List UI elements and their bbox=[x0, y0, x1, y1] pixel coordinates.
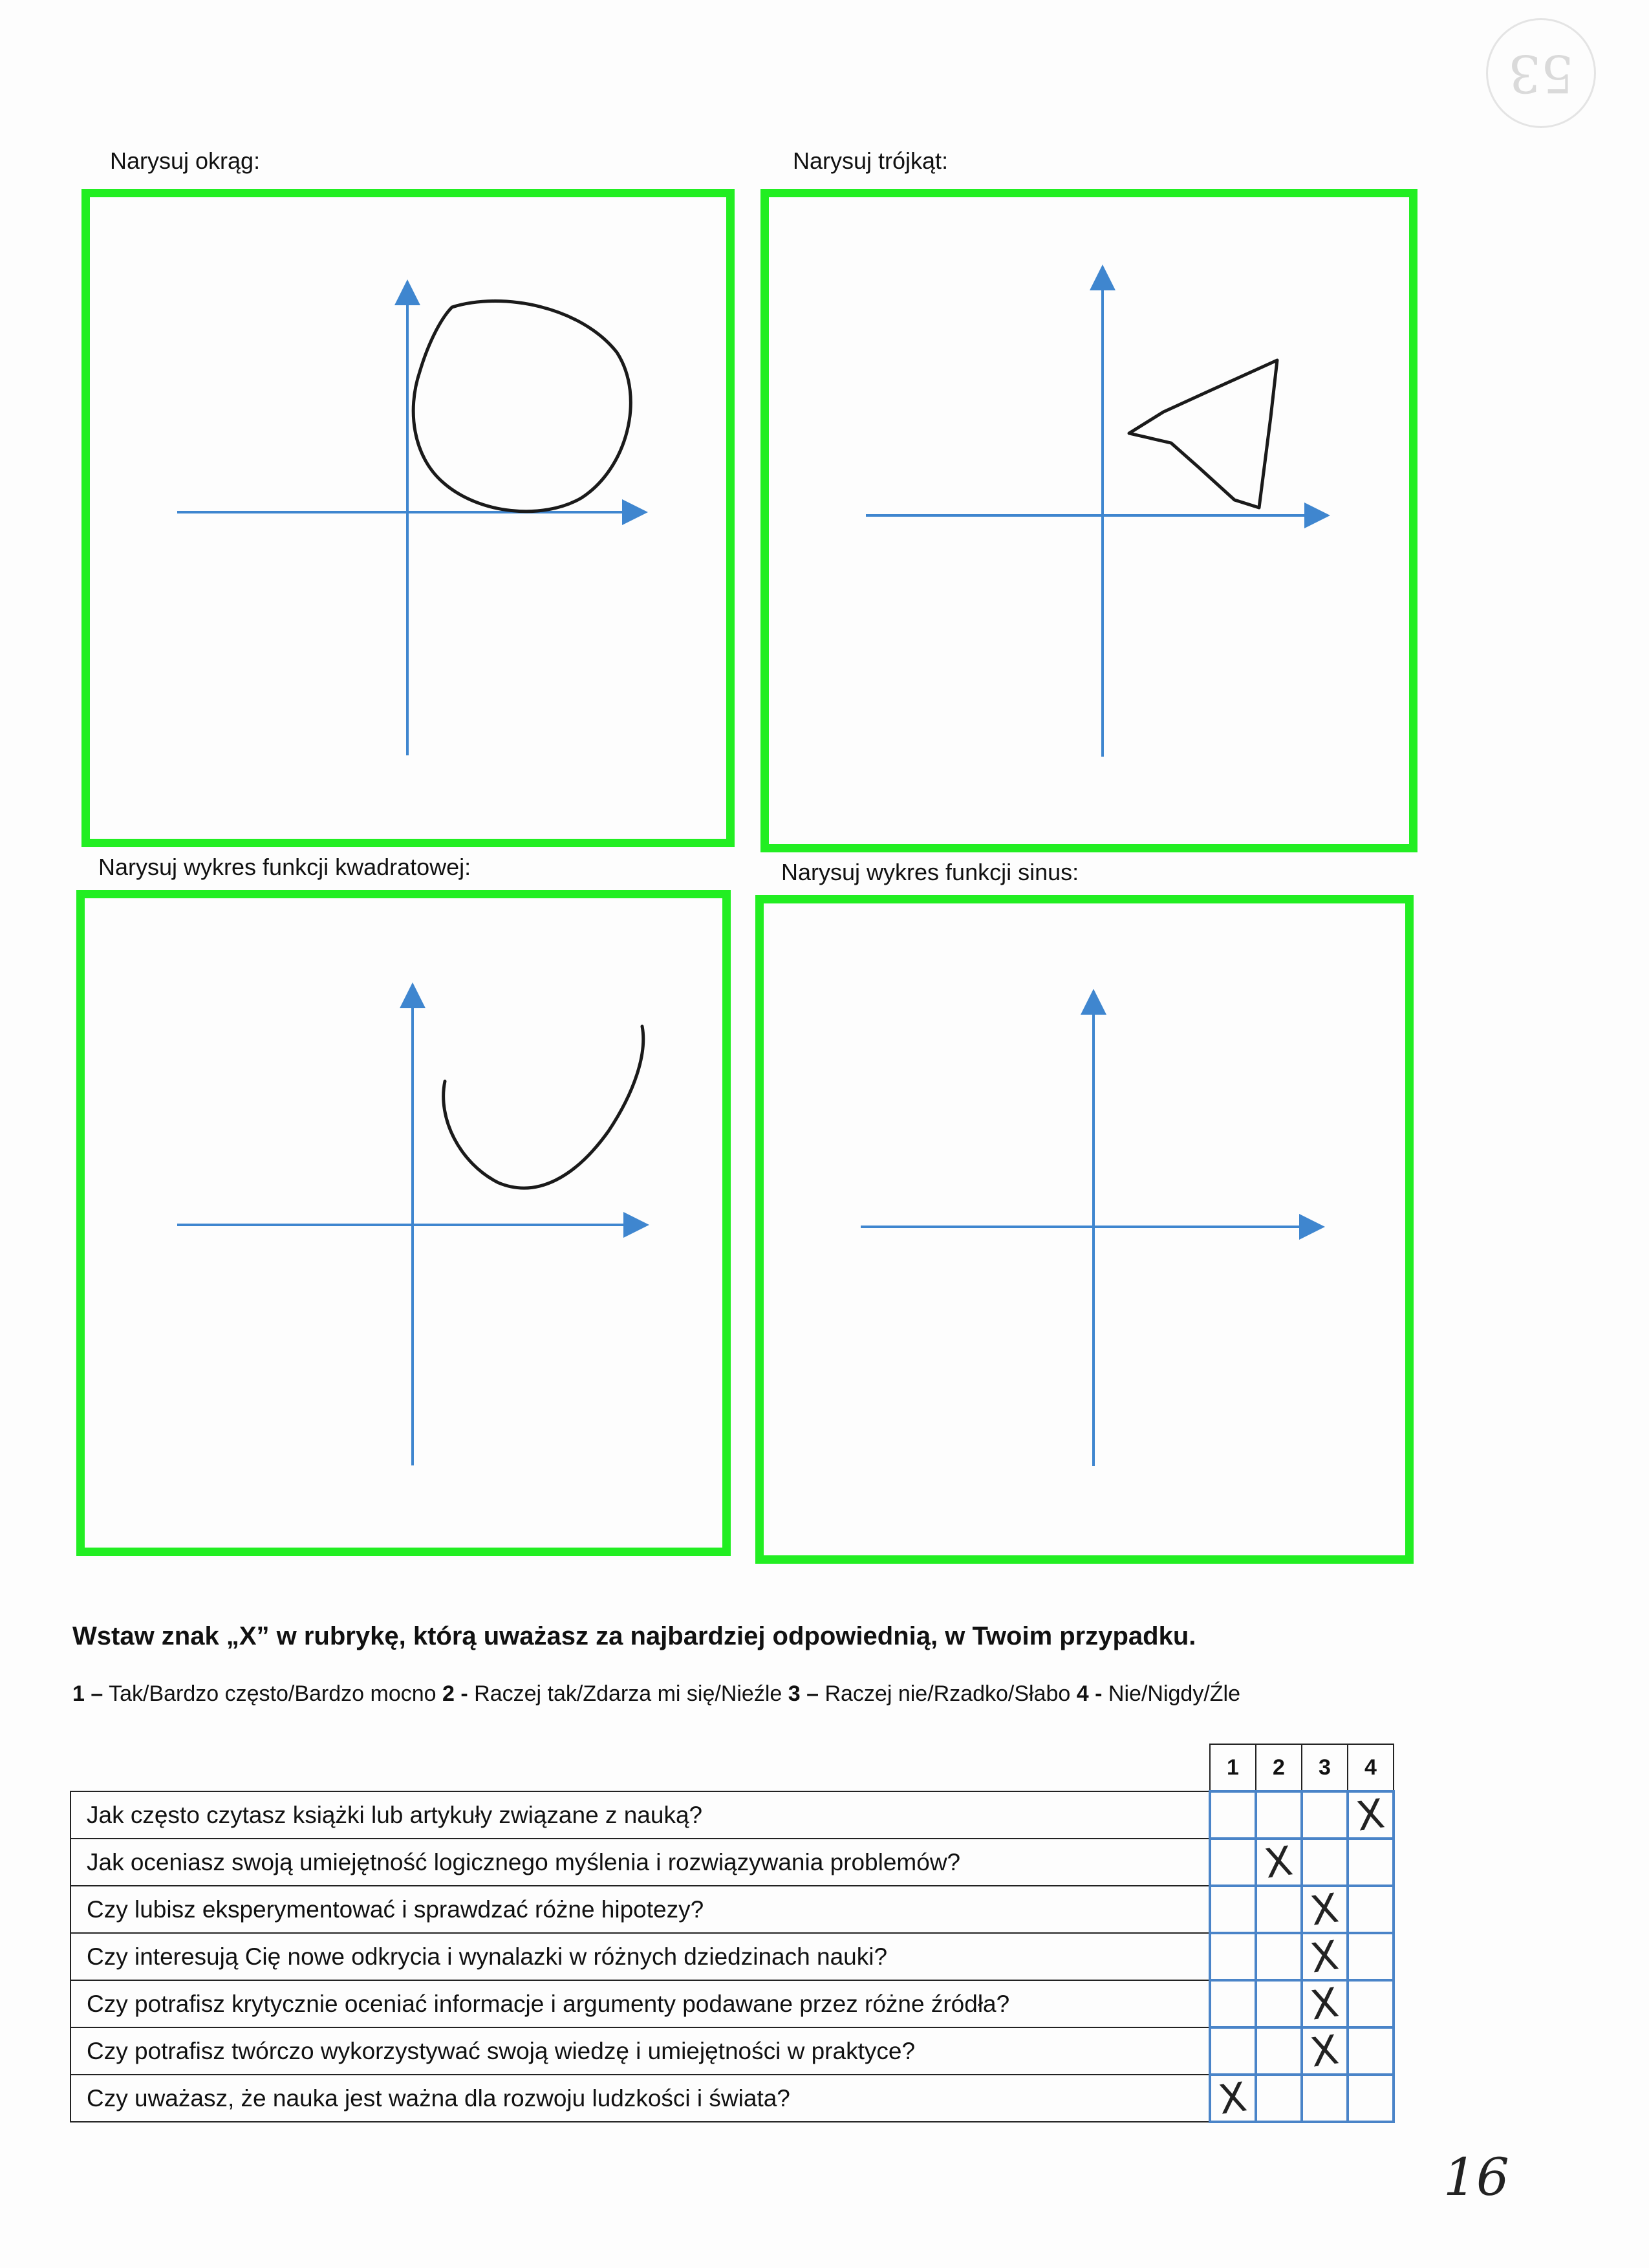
circle-drawing-box[interactable] bbox=[81, 189, 735, 847]
handwritten-x-mark: X bbox=[1308, 2025, 1342, 2077]
rating-legend: 1 – Tak/Bardzo często/Bardzo mocno 2 - R… bbox=[72, 1681, 1240, 1707]
answer-cell[interactable]: X bbox=[1209, 2072, 1257, 2124]
survey-question: Jak często czytasz książki lub artykuły … bbox=[70, 1791, 1211, 1839]
answer-cell[interactable]: X bbox=[1300, 1930, 1349, 1982]
handwritten-x-mark: X bbox=[1353, 1789, 1388, 1841]
survey-question: Jak oceniasz swoją umiejętność logiczneg… bbox=[70, 1838, 1211, 1886]
answer-cell[interactable]: X bbox=[1300, 1978, 1349, 2029]
answer-cell[interactable] bbox=[1255, 1932, 1303, 1982]
circle-drawing bbox=[177, 279, 648, 755]
answer-cell[interactable] bbox=[1209, 1932, 1257, 1982]
survey-instruction: Wstaw znak „X” w rubrykę, którą uważasz … bbox=[72, 1622, 1196, 1650]
column-header-2: 2 bbox=[1255, 1744, 1302, 1792]
answer-cell[interactable] bbox=[1255, 1979, 1303, 2029]
answer-cell[interactable] bbox=[1346, 1885, 1395, 1934]
hand-drawn-parabola bbox=[442, 1024, 645, 1190]
answer-cell[interactable] bbox=[1255, 1885, 1303, 1934]
handwritten-x-mark: X bbox=[1308, 1978, 1342, 2029]
answer-cell[interactable]: X bbox=[1255, 1836, 1303, 1888]
answer-cell[interactable] bbox=[1346, 1932, 1395, 1982]
answer-cell[interactable] bbox=[1209, 2026, 1257, 2076]
sine-box-label: Narysuj wykres funkcji sinus: bbox=[781, 859, 1079, 885]
column-header-4: 4 bbox=[1347, 1744, 1394, 1792]
handwritten-x-mark: X bbox=[1308, 1883, 1342, 1935]
quadratic-drawing bbox=[177, 982, 649, 1465]
survey-row: Jak często czytasz książki lub artykuły … bbox=[70, 1789, 1395, 1841]
survey-row: Jak oceniasz swoją umiejętność logiczneg… bbox=[70, 1836, 1395, 1888]
survey-question: Czy lubisz eksperymentować i sprawdzać r… bbox=[70, 1885, 1211, 1934]
survey-table: 1 2 3 4 Jak często czytasz książki lub a… bbox=[70, 1744, 1395, 2123]
answer-cell[interactable] bbox=[1255, 1790, 1303, 1840]
answer-cell[interactable] bbox=[1346, 2073, 1395, 2123]
answer-cell[interactable] bbox=[1209, 1790, 1257, 1840]
answer-cell[interactable]: X bbox=[1300, 1883, 1349, 1935]
sine-drawing bbox=[861, 989, 1325, 1466]
quadratic-box-label: Narysuj wykres funkcji kwadratowej: bbox=[98, 854, 471, 880]
answer-cell[interactable] bbox=[1346, 2026, 1395, 2076]
legend-num-1: 1 – bbox=[72, 1681, 103, 1706]
legend-text-4: Nie/Nigdy/Źle bbox=[1102, 1681, 1240, 1706]
survey-row: Czy lubisz eksperymentować i sprawdzać r… bbox=[70, 1883, 1395, 1935]
answer-cell[interactable] bbox=[1209, 1837, 1257, 1887]
answer-cell[interactable]: X bbox=[1300, 2025, 1349, 2077]
survey-question: Czy uważasz, że nauka jest ważna dla roz… bbox=[70, 2074, 1211, 2122]
survey-row: Czy potrafisz twórczo wykorzystywać swoj… bbox=[70, 2025, 1395, 2077]
handwritten-x-mark: X bbox=[1216, 2072, 1250, 2124]
legend-text-2: Raczej tak/Zdarza mi się/Nieźle bbox=[468, 1681, 788, 1706]
hand-drawn-circle bbox=[411, 299, 632, 513]
answer-cell[interactable] bbox=[1209, 1885, 1257, 1934]
answer-cell[interactable] bbox=[1346, 1837, 1395, 1887]
column-header-3: 3 bbox=[1301, 1744, 1348, 1792]
survey-row: Czy uważasz, że nauka jest ważna dla roz… bbox=[70, 2072, 1395, 2124]
circle-box-label: Narysuj okrąg: bbox=[110, 147, 261, 174]
sine-drawing-box[interactable] bbox=[755, 895, 1414, 1564]
stamp-number: 53 bbox=[1508, 43, 1574, 103]
page-number: 16 bbox=[1443, 2147, 1509, 2207]
answer-cell[interactable] bbox=[1255, 2026, 1303, 2076]
hand-drawn-triangle bbox=[1127, 358, 1279, 510]
column-header-1: 1 bbox=[1209, 1744, 1256, 1792]
survey-row: Czy potrafisz krytycznie oceniać informa… bbox=[70, 1978, 1395, 2029]
triangle-drawing bbox=[866, 265, 1330, 757]
survey-question: Czy potrafisz krytycznie oceniać informa… bbox=[70, 1980, 1211, 2028]
triangle-box-label: Narysuj trójkąt: bbox=[793, 147, 949, 174]
legend-num-2: 2 - bbox=[442, 1681, 468, 1706]
triangle-drawing-box[interactable] bbox=[760, 189, 1417, 852]
answer-cell[interactable] bbox=[1300, 2073, 1349, 2123]
answer-cell[interactable]: X bbox=[1346, 1789, 1395, 1841]
answer-cell[interactable] bbox=[1209, 1979, 1257, 2029]
legend-text-1: Tak/Bardzo często/Bardzo mocno bbox=[103, 1681, 443, 1706]
legend-num-3: 3 – bbox=[788, 1681, 819, 1706]
answer-cell[interactable] bbox=[1346, 1979, 1395, 2029]
page-stamp: 53 bbox=[1486, 18, 1596, 128]
answer-cell[interactable] bbox=[1300, 1790, 1349, 1840]
handwritten-x-mark: X bbox=[1308, 1930, 1342, 1982]
answer-cell[interactable] bbox=[1300, 1837, 1349, 1887]
answer-cell[interactable] bbox=[1255, 2073, 1303, 2123]
survey-question: Czy potrafisz twórczo wykorzystywać swoj… bbox=[70, 2027, 1211, 2075]
handwritten-x-mark: X bbox=[1262, 1836, 1296, 1888]
quadratic-drawing-box[interactable] bbox=[76, 890, 731, 1556]
survey-row: Czy interesują Cię nowe odkrycia i wynal… bbox=[70, 1930, 1395, 1982]
survey-question: Czy interesują Cię nowe odkrycia i wynal… bbox=[70, 1932, 1211, 1981]
legend-num-4: 4 - bbox=[1076, 1681, 1103, 1706]
survey-header-row: 1 2 3 4 bbox=[70, 1744, 1394, 1792]
legend-text-3: Raczej nie/Rzadko/Słabo bbox=[819, 1681, 1077, 1706]
